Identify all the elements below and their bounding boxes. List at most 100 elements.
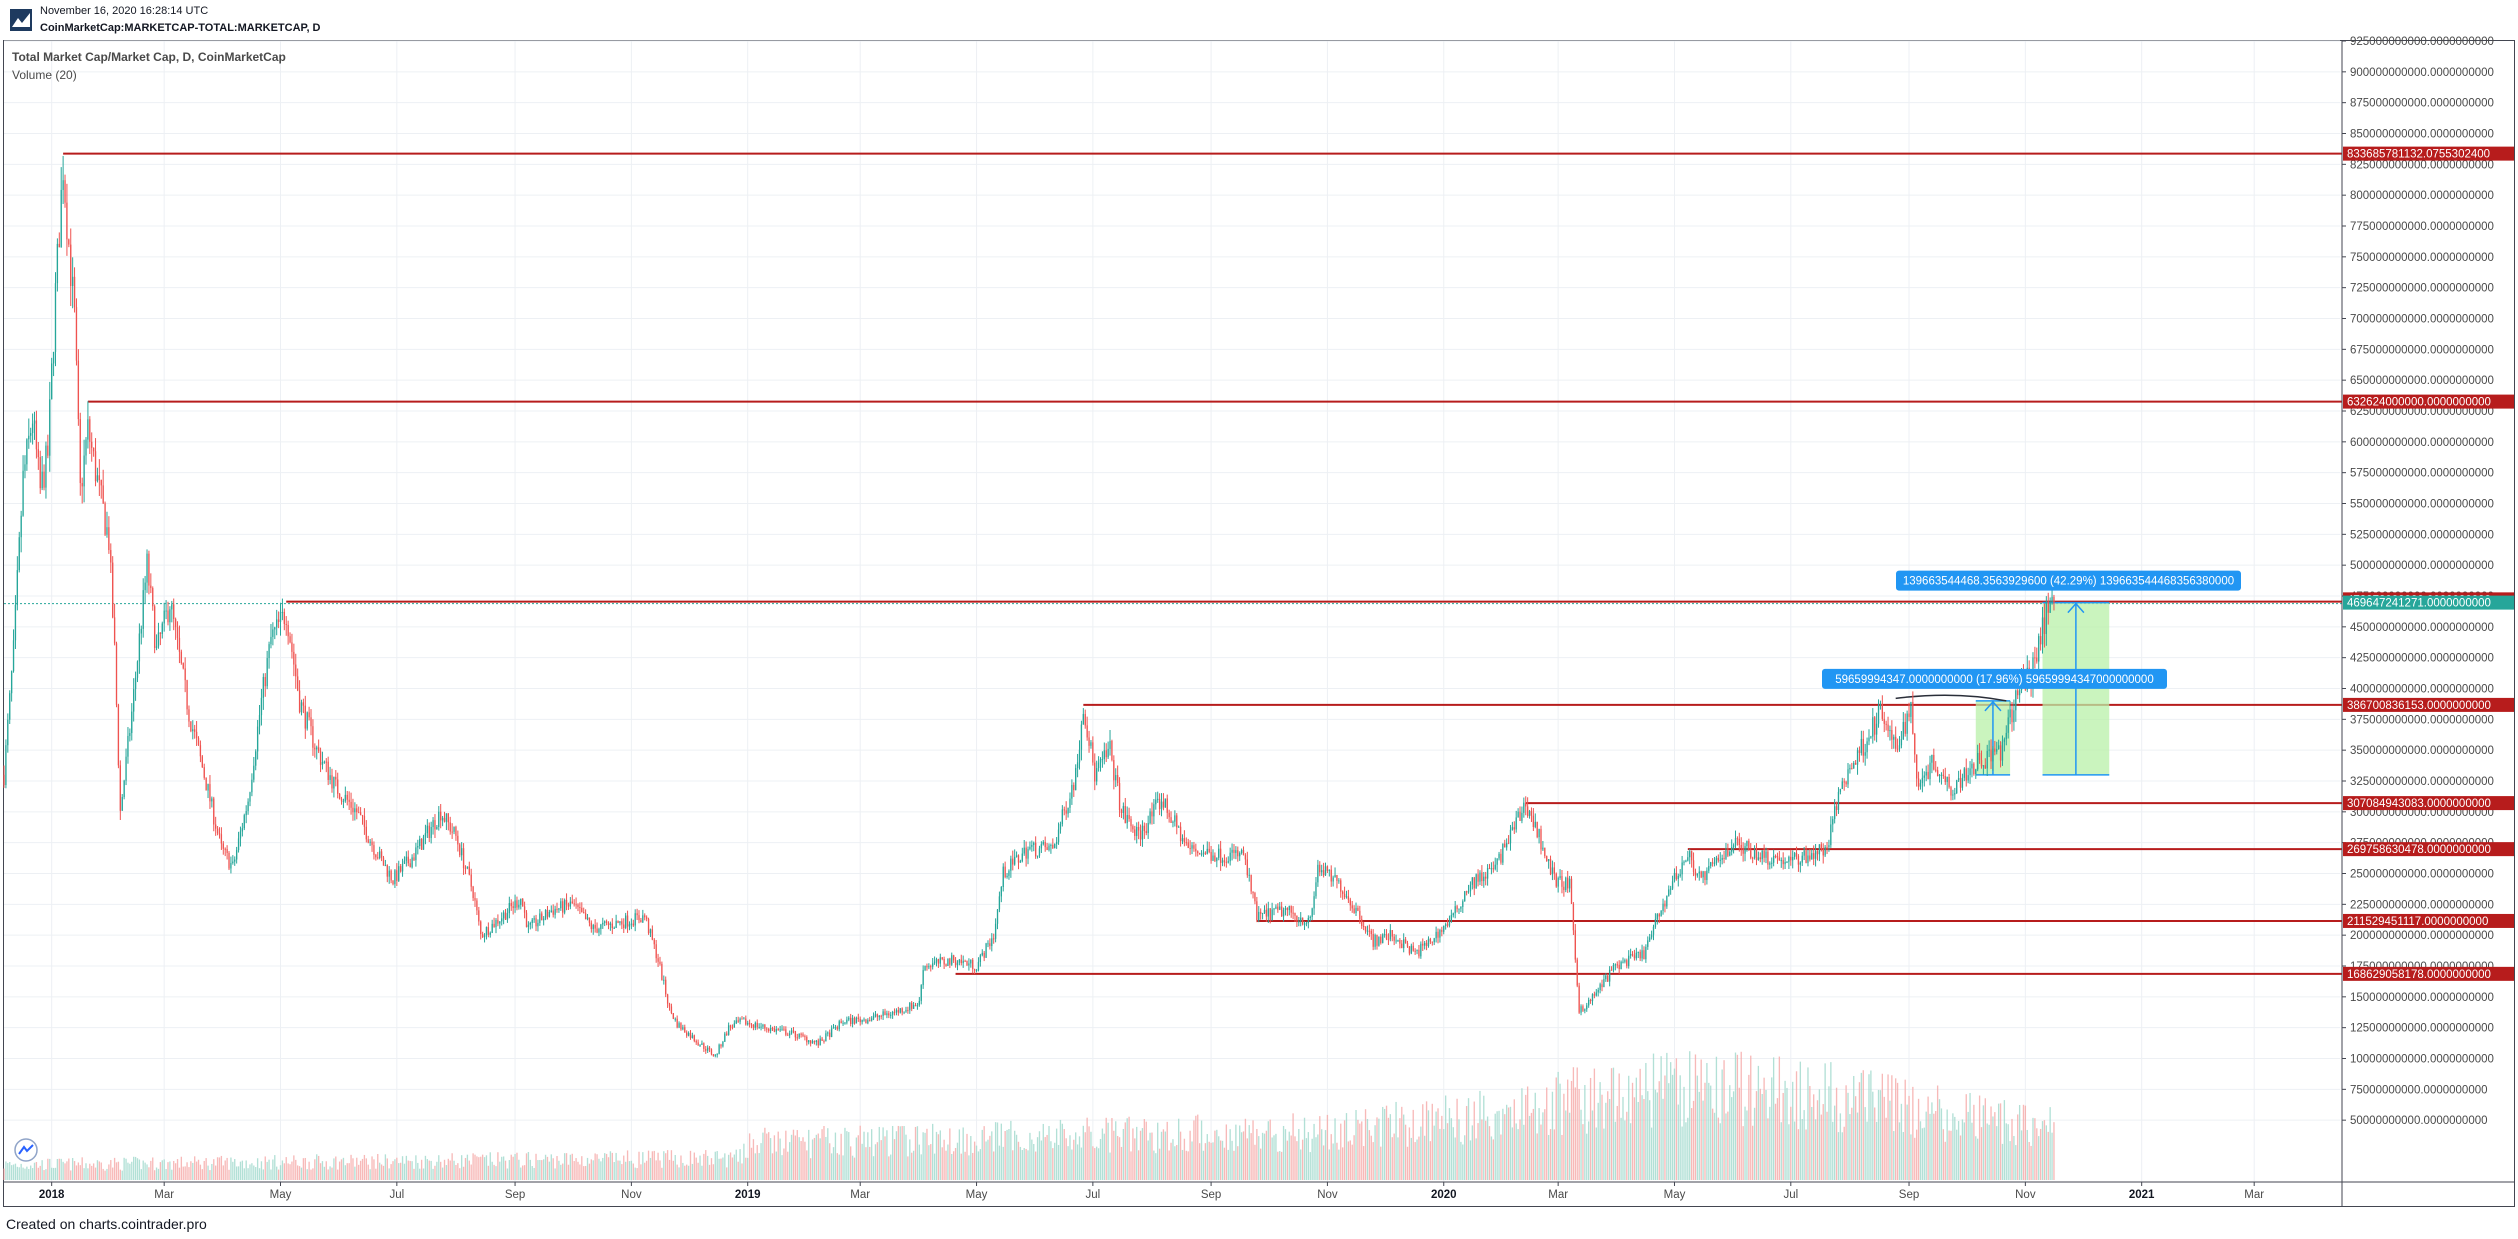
volume-bar <box>89 1163 91 1180</box>
volume-bar <box>1403 1114 1405 1180</box>
candle-body <box>506 913 509 920</box>
volume-bar <box>453 1160 455 1180</box>
volume-bar <box>146 1164 148 1180</box>
candle-body <box>808 1040 810 1043</box>
candle-body <box>28 435 30 440</box>
candle-body <box>1355 907 1357 913</box>
candle-body <box>565 899 568 905</box>
volume-bar <box>1515 1123 1517 1180</box>
volume-bar <box>1298 1128 1300 1180</box>
candle-body <box>1298 921 1300 923</box>
candle-body <box>993 938 995 940</box>
candle-body <box>1832 819 1834 825</box>
time-tick-label: 2020 <box>1431 1189 1457 1201</box>
volume-bar <box>1658 1081 1660 1180</box>
candle-body <box>1816 851 1819 855</box>
candle-body <box>1994 748 1996 752</box>
candle-body <box>1412 945 1414 951</box>
candle-body <box>1803 850 1805 856</box>
volume-bar <box>209 1170 211 1180</box>
candle-body <box>1744 846 1746 854</box>
candle-body <box>1309 916 1311 918</box>
volume-bar <box>455 1165 457 1180</box>
volume-bar <box>1191 1141 1193 1180</box>
volume-bar <box>1519 1119 1521 1180</box>
candle-body <box>10 671 13 694</box>
volume-bar <box>460 1155 463 1180</box>
candle-body <box>358 812 360 814</box>
volume-bar <box>1187 1151 1189 1180</box>
volume-bar <box>649 1157 652 1180</box>
volume-bar <box>817 1133 819 1180</box>
candle-body <box>317 747 320 752</box>
candle-body <box>813 1041 816 1043</box>
candle-body <box>1607 975 1609 982</box>
candle-body <box>752 1024 755 1028</box>
candle-body <box>58 243 60 248</box>
candle-body <box>771 1028 774 1030</box>
candle-body <box>54 283 57 352</box>
volume-bar <box>300 1167 303 1180</box>
candle-body <box>680 1023 682 1030</box>
volume-bar <box>676 1164 678 1180</box>
candle-body <box>1378 936 1380 946</box>
volume-bar <box>878 1126 880 1180</box>
candle-body <box>785 1029 787 1035</box>
volume-bar <box>1784 1080 1786 1180</box>
volume-bar <box>905 1134 907 1180</box>
candle-body <box>743 1018 745 1020</box>
volume-bar <box>1090 1131 1092 1180</box>
volume-bar <box>1219 1140 1222 1180</box>
candle-body <box>100 480 102 486</box>
candle-body <box>1382 934 1384 943</box>
volume-bar <box>2007 1124 2009 1180</box>
candle-body <box>1702 871 1704 878</box>
volume-bar <box>1172 1139 1174 1180</box>
candle-body <box>39 457 41 489</box>
volume-bar <box>1933 1113 1935 1180</box>
candle-body <box>1055 841 1058 845</box>
candle-body <box>542 918 545 921</box>
volume-bar <box>1753 1107 1756 1180</box>
volume-bar <box>1483 1095 1485 1180</box>
volume-bar <box>697 1162 699 1180</box>
volume-bar <box>1418 1136 1420 1180</box>
volume-bar <box>1477 1123 1479 1180</box>
volume-bar <box>682 1162 684 1180</box>
volume-bar <box>577 1161 579 1180</box>
volume-bar <box>1837 1132 1840 1180</box>
volume-bar <box>1424 1135 1426 1180</box>
volume-bar <box>1538 1108 1540 1180</box>
volume-bar <box>996 1122 999 1180</box>
volume-bar <box>1057 1144 1060 1180</box>
candle-body <box>1223 860 1226 862</box>
candle-body <box>1158 798 1161 810</box>
candle-body <box>1141 825 1144 840</box>
volume-bar <box>1460 1141 1462 1180</box>
candle-body <box>1305 923 1308 925</box>
volume-bar <box>848 1132 850 1180</box>
volume-bar <box>928 1145 930 1180</box>
volume-bar <box>1849 1114 1851 1180</box>
candle-body <box>1626 960 1628 967</box>
volume-bar <box>1498 1110 1500 1180</box>
candle-body <box>493 923 495 928</box>
volume-bar <box>228 1169 230 1180</box>
volume-bar <box>1332 1143 1334 1180</box>
volume-bar <box>1767 1118 1769 1180</box>
volume-bar <box>1996 1126 1998 1180</box>
volume-bar <box>499 1161 501 1180</box>
volume-bar <box>2026 1129 2028 1180</box>
volume-bar <box>968 1155 970 1180</box>
volume-bar <box>2036 1128 2038 1180</box>
candle-body <box>274 627 276 630</box>
volume-bar <box>407 1160 409 1180</box>
candle-body <box>1706 870 1708 881</box>
candle-body <box>1191 845 1193 849</box>
level-labels: 833685781132.0755302400632624000000.0000… <box>2343 146 2514 981</box>
candle-body <box>1439 930 1441 938</box>
volume-bar <box>260 1161 263 1180</box>
volume-bar <box>1746 1110 1748 1180</box>
candle-body <box>392 880 394 885</box>
